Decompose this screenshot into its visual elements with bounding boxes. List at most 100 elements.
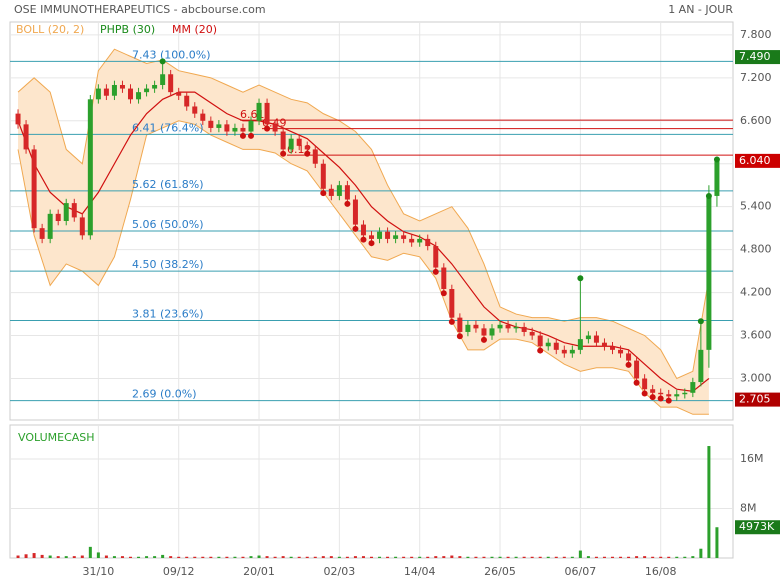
- volume-bar: [402, 556, 406, 558]
- volume-bar: [378, 556, 382, 558]
- volume-bar: [265, 556, 269, 558]
- volume-bar: [321, 556, 325, 558]
- candle-body: [47, 213, 53, 239]
- fib-label: 6.41 (76.4%): [132, 121, 204, 134]
- candle-body: [144, 88, 150, 93]
- volume-bar: [169, 556, 173, 558]
- volume-bar: [386, 556, 390, 558]
- volume-bar: [80, 555, 84, 558]
- y-tick-label: 3.000: [740, 371, 772, 384]
- candle-body: [296, 138, 302, 146]
- mm-line: [17, 91, 710, 392]
- candle-body: [119, 84, 125, 89]
- volume-bar: [667, 556, 671, 558]
- candle-body: [690, 382, 696, 393]
- phpb-low: [657, 395, 664, 402]
- candle-body: [473, 324, 479, 329]
- volume-bar: [289, 556, 293, 558]
- candle-body: [577, 339, 583, 350]
- candle-body: [457, 317, 463, 332]
- candle-body: [561, 349, 567, 354]
- volume-bar: [185, 556, 189, 558]
- phpb-high: [159, 58, 166, 65]
- candle-body: [264, 102, 270, 125]
- volume-bar: [153, 556, 157, 558]
- candle-body: [312, 149, 318, 164]
- chart-subtitle: 1 AN - JOUR: [668, 3, 733, 16]
- phpb-low: [480, 336, 487, 343]
- candle-body: [529, 331, 535, 336]
- volume-bar: [233, 556, 237, 558]
- candle-body: [248, 120, 254, 132]
- volume-panel: [9, 424, 734, 559]
- volume-bar: [699, 548, 703, 558]
- candle-body: [698, 349, 704, 383]
- fib-label: 3.81 (23.6%): [132, 308, 204, 321]
- fib-label: 4.50 (38.2%): [132, 258, 204, 271]
- candle-body: [23, 124, 29, 150]
- x-tick-label: 14/04: [404, 565, 436, 578]
- volume-bar: [715, 527, 719, 558]
- volume-bar: [345, 556, 349, 558]
- candle-body: [63, 203, 69, 221]
- candle-body: [176, 92, 182, 96]
- volume-bar: [161, 554, 165, 558]
- candle-body: [280, 131, 286, 150]
- phpb-low: [320, 190, 327, 197]
- candle-body: [152, 84, 158, 89]
- volume-bar: [482, 556, 486, 558]
- phpb-low: [456, 333, 463, 340]
- phpb-high: [713, 156, 720, 163]
- volume-bar: [281, 556, 285, 558]
- chart-title: OSE IMMUNOTHERAPEUTICS - abcbourse.com: [14, 3, 266, 16]
- candle-body: [545, 342, 551, 347]
- phpb-low: [352, 225, 359, 232]
- fib-label: 2.69 (0.0%): [132, 388, 197, 401]
- volume-title: VOLUMECASH: [18, 431, 95, 444]
- volume-bar: [594, 556, 598, 558]
- phpb-low: [625, 361, 632, 368]
- volume-bar: [611, 556, 614, 558]
- candle-body: [497, 324, 503, 329]
- price-marker-label: 2.705: [739, 393, 771, 406]
- volume-bar: [361, 556, 365, 558]
- legend-entry: MM (20): [172, 23, 217, 36]
- volume-bar: [707, 446, 711, 558]
- boll-lower: [17, 120, 709, 415]
- y-tick-label: 6.600: [740, 114, 772, 127]
- volume-bar: [193, 556, 197, 558]
- candle-body: [31, 149, 37, 229]
- candle-body: [706, 195, 712, 350]
- candle-body: [208, 120, 214, 128]
- phpb-low: [368, 240, 375, 247]
- volume-bar: [273, 556, 277, 558]
- candle-body: [79, 217, 85, 236]
- volume-bar: [546, 556, 550, 558]
- volume-bar: [104, 555, 108, 558]
- candle-body: [682, 392, 688, 395]
- candle-body: [385, 231, 391, 239]
- candle-body: [216, 124, 222, 128]
- price-marker: [735, 153, 780, 168]
- candle-body: [87, 99, 93, 236]
- volume-bar: [586, 556, 590, 558]
- phpb-low: [432, 268, 439, 275]
- candle-body: [240, 127, 246, 132]
- volume-bar: [619, 556, 623, 558]
- candle-body: [409, 238, 415, 243]
- volume-bar: [32, 553, 36, 558]
- candle-body: [481, 328, 487, 336]
- legend-entry: BOLL (20, 2): [16, 23, 84, 36]
- candle-body: [320, 163, 326, 189]
- x-tick-label: 09/12: [163, 565, 195, 578]
- candle-body: [95, 88, 101, 100]
- candle-body: [618, 349, 624, 354]
- volume-bar: [506, 556, 510, 558]
- candle-body: [441, 267, 447, 290]
- candle-body: [256, 102, 262, 121]
- candle-body: [232, 127, 238, 132]
- y-tick-label: 3.600: [740, 329, 772, 342]
- price-marker-label: 7.490: [739, 50, 771, 63]
- phpb-high: [577, 275, 584, 282]
- phpb-low: [264, 125, 271, 132]
